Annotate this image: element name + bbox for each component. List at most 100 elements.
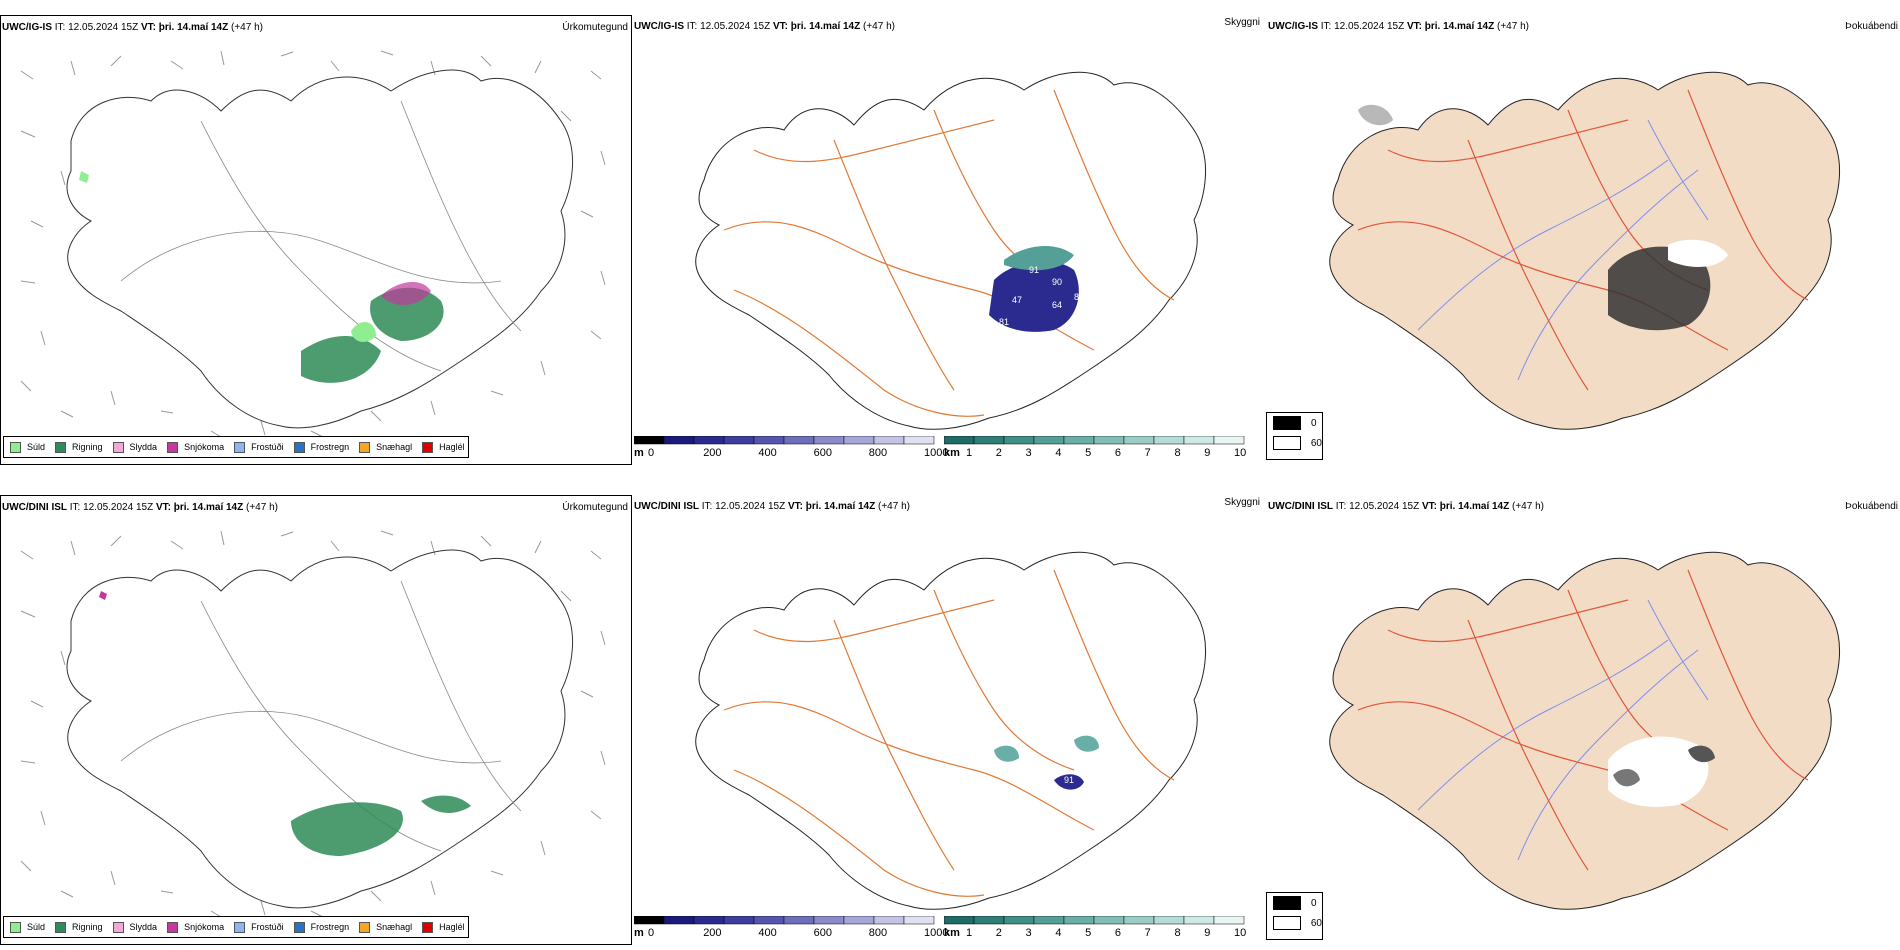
- model-name: UWC/DINI ISL: [634, 501, 699, 512]
- visibility-colorbar-swatches: [944, 436, 1245, 445]
- precip-legend-item: Frostúði: [234, 921, 284, 933]
- fog-scale-label: 60: [1310, 917, 1322, 929]
- vt-label: VT:: [1421, 501, 1437, 512]
- colorbar-tick-label: 3: [1025, 447, 1032, 459]
- rivers: [1417, 119, 1709, 381]
- colorbar-tick-label: 1000: [924, 447, 949, 459]
- vis-label: 64: [1052, 300, 1062, 310]
- precip-areas: [79, 171, 444, 383]
- colorbar-cell: [1123, 916, 1155, 925]
- precip-legend-item: Snæhagl: [359, 441, 412, 453]
- it-label: IT:: [54, 22, 66, 33]
- it-label: IT:: [69, 502, 81, 513]
- row-1: UWC/IG-IS IT: 12.05.2024 15Z VT: þri. 14…: [0, 0, 1900, 470]
- precip-legend-swatch: [10, 921, 21, 933]
- fog-map-2: [1329, 551, 1841, 910]
- fog-areas: [1608, 736, 1715, 807]
- fog-panel-1: UWC/IG-IS IT: 12.05.2024 15Z VT: þri. 14…: [1268, 15, 1898, 465]
- precip-legend-item: Frostregn: [293, 441, 349, 453]
- precip-panel-2: UWC/DINI ISL IT: 12.05.2024 15Z VT: þri.…: [0, 495, 632, 945]
- precip-legend-label: Rigning: [72, 922, 103, 932]
- precip-legend-item: Snjókoma: [167, 921, 225, 933]
- colorbar-cell: [1093, 916, 1125, 925]
- colorbar-cell: [944, 916, 975, 925]
- colorbar-tick-label: 5: [1085, 447, 1092, 459]
- colorbar-tick-label: 3: [1025, 927, 1032, 939]
- colorbar-tick-label: 6: [1114, 447, 1121, 459]
- model-name: UWC/IG-IS: [2, 22, 52, 33]
- wind-barbs: [20, 50, 606, 438]
- it-label: IT:: [701, 501, 713, 512]
- colorbar-tick-label: 200: [703, 447, 722, 459]
- fog-scale-swatch: [1273, 916, 1301, 930]
- colorbar-cell: [1063, 916, 1095, 925]
- colorbar-tick-label: 600: [813, 447, 832, 459]
- ceiling-areas: 81 91 90 47 64 81: [989, 245, 1084, 332]
- colorbar-cell: [843, 436, 875, 445]
- fog-scale-row: 60: [1267, 913, 1322, 933]
- row-2: UWC/DINI ISL IT: 12.05.2024 15Z VT: þri.…: [0, 480, 1900, 950]
- vt-label: VT:: [155, 502, 171, 513]
- model-name: UWC/IG-IS: [634, 21, 684, 32]
- colorbar-cell: [813, 916, 845, 925]
- colorbar-tick-label: 600: [813, 927, 832, 939]
- precip-legend-label: Frostúði: [251, 922, 284, 932]
- colorbar-tick-label: 400: [758, 927, 777, 939]
- vt-value: þri. 14.maí 14Z: [790, 21, 861, 32]
- precip-legend-swatch: [55, 921, 67, 933]
- precip-legend-label: Snjókoma: [184, 442, 225, 452]
- colorbar-cell: [903, 916, 935, 925]
- colorbar-cell: [634, 436, 665, 445]
- colorbar-tick-label: 10: [1234, 447, 1247, 459]
- iceland-outline: [66, 69, 574, 429]
- colorbar-cell: [663, 916, 695, 925]
- precip-legend-label: Frostúði: [251, 442, 284, 452]
- colorbar-tick-label: 4: [1055, 927, 1062, 939]
- colorbar-cell: [1093, 436, 1125, 445]
- fog-map-1: [1329, 71, 1841, 430]
- visibility-colorbar-2: km 1 2 3 4 5 6 7 8 9 10: [944, 916, 1249, 944]
- fog-scale-swatch: [1273, 416, 1301, 430]
- iceland-outline: [695, 71, 1207, 430]
- colorbar-cell: [1153, 916, 1185, 925]
- colorbar-tick-label: 800: [868, 447, 888, 459]
- precip-legend-swatch: [234, 921, 246, 933]
- colorbar-cell: [873, 436, 905, 445]
- precip-legend-swatch: [55, 441, 67, 453]
- sky-panel-2: UWC/DINI ISL IT: 12.05.2024 15Z VT: þri.…: [634, 495, 1323, 945]
- sky-panel-1: UWC/IG-IS IT: 12.05.2024 15Z VT: þri. 14…: [634, 15, 1323, 465]
- colorbar-cell: [1183, 916, 1215, 925]
- lead-time: (+47 h): [878, 501, 910, 512]
- roads: [120, 100, 522, 372]
- colorbar-cell: [1033, 436, 1065, 445]
- visibility-colorbar-1: km 1 2 3 4 5 6 7 8 9 10: [944, 436, 1249, 464]
- precip-legend-swatch: [10, 441, 21, 453]
- model-name: UWC/IG-IS: [1268, 21, 1318, 32]
- colorbar-cell: [783, 436, 815, 445]
- colorbar-cell: [723, 916, 755, 925]
- it-value: 12.05.2024 15Z: [83, 502, 154, 513]
- precip-legend-label: Snjókoma: [184, 922, 225, 932]
- colorbar-cell: [1153, 436, 1185, 445]
- precip-legend-swatch: [422, 921, 434, 933]
- colorbar-tick-label: 200: [703, 927, 722, 939]
- fog-scale-row: 0: [1267, 413, 1322, 433]
- lead-time: (+47 h): [1497, 21, 1529, 32]
- fog-scale-legend-1: 0 60: [1266, 412, 1323, 460]
- colorbar-tick-label: 10: [1234, 927, 1247, 939]
- colorbar-tick-label: 8: [1174, 447, 1181, 459]
- precip-legend-swatch: [234, 441, 246, 453]
- colorbar-cell: [783, 916, 815, 925]
- precip-legend-label: Snæhagl: [376, 922, 413, 932]
- fog-areas: [1358, 104, 1728, 331]
- precip-header-2: UWC/DINI ISL IT: 12.05.2024 15Z VT: þri.…: [2, 502, 278, 513]
- vis-label: 91: [1064, 775, 1074, 785]
- precip-legend-label: Slydda: [129, 922, 158, 932]
- precip-legend-2: Súld Rigning Slydda Snjókoma Frostúði Frostre…: [3, 916, 469, 938]
- precip-panel-1: UWC/IG-IS IT: 12.05.2024 15Z VT: þri. 14…: [0, 15, 632, 465]
- fog-scale-row: 0: [1267, 893, 1322, 913]
- precip-legend-swatch: [112, 441, 124, 453]
- vt-label: VT:: [772, 21, 788, 32]
- colorbar-cell: [843, 916, 875, 925]
- iceland-outline: [1329, 551, 1841, 910]
